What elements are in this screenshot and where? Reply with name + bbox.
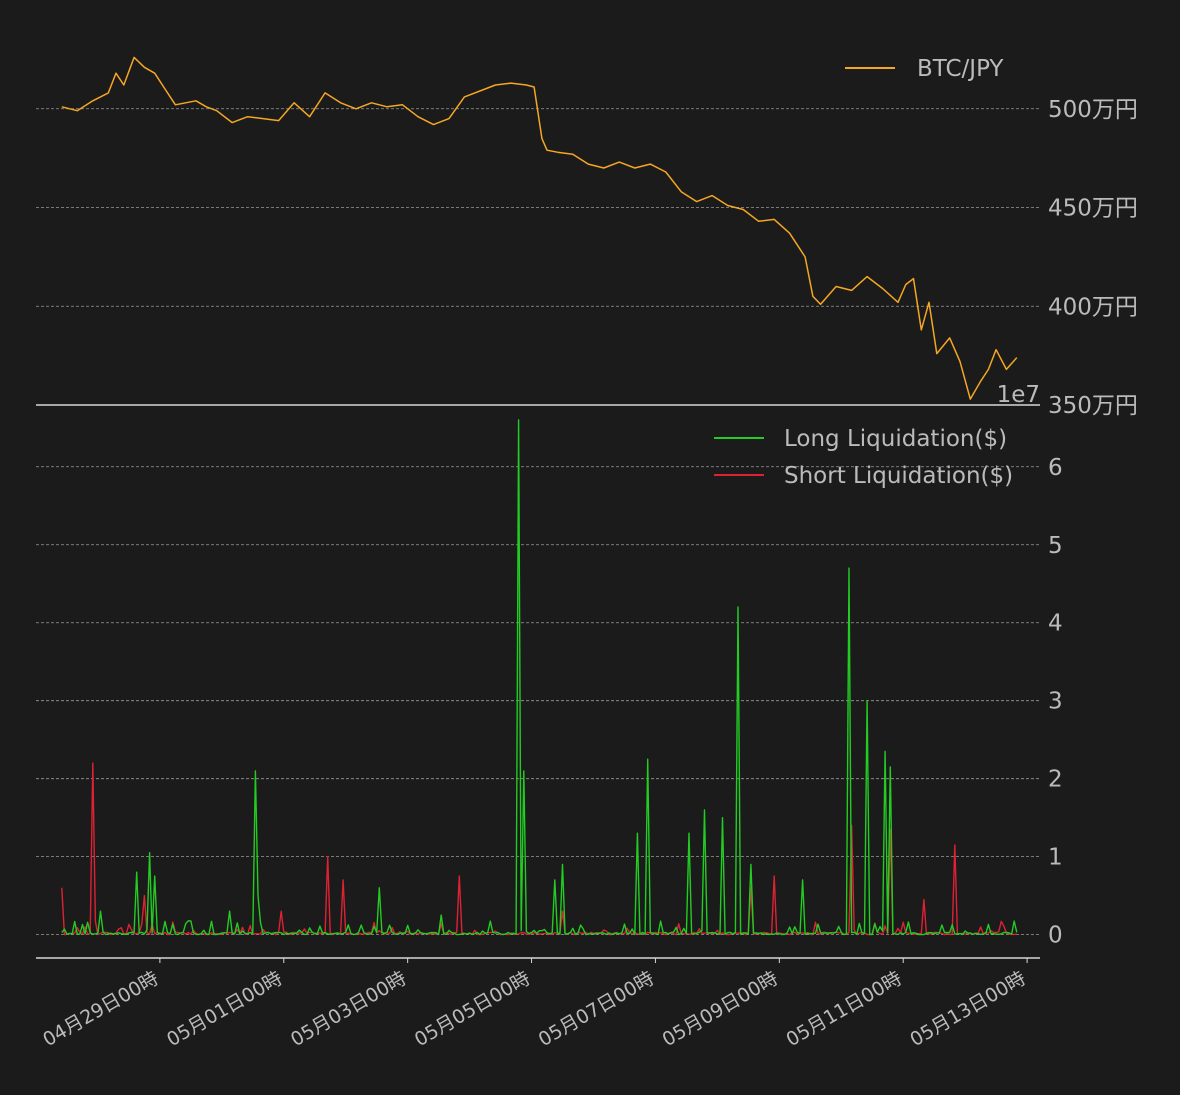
price-y-tick-label: 500万円 [1048, 97, 1138, 123]
liquidation-y-tick-label: 1 [1048, 845, 1063, 871]
price-panel: 350万円 400万円 450万円 500万円 BTC/JPY [36, 56, 1138, 419]
liquidation-y-tick-label: 5 [1048, 533, 1063, 559]
legend-label-btc-jpy: BTC/JPY [917, 56, 1004, 82]
btc-jpy-line [61, 56, 1018, 400]
legend-label-short: Short Liquidation($) [784, 463, 1013, 489]
short-liquidation-line [61, 762, 1017, 936]
price-y-tick-label: 350万円 [1048, 393, 1138, 419]
liquidation-y-tick-label: 0 [1048, 923, 1063, 949]
price-y-tick-label: 400万円 [1048, 294, 1138, 320]
long-liquidation-line [61, 419, 1018, 936]
price-legend: BTC/JPY [845, 56, 1004, 82]
price-y-tick-label: 450万円 [1048, 196, 1138, 222]
legend-label-long: Long Liquidation($) [784, 426, 1007, 452]
liquidation-y-tick-label: 6 [1048, 455, 1063, 481]
liquidation-y-tick-label: 3 [1048, 689, 1063, 715]
price-y-tick-labels: 350万円 400万円 450万円 500万円 [1048, 97, 1138, 419]
liquidation-legend: Long Liquidation($) Short Liquidation($) [714, 426, 1013, 489]
liquidation-y-tick-labels: 0 1 2 3 4 5 6 [1048, 455, 1063, 949]
y-axis-offset-text: 1e7 [997, 382, 1040, 408]
liquidation-y-tick-label: 4 [1048, 611, 1063, 637]
liquidation-y-tick-label: 2 [1048, 767, 1063, 793]
